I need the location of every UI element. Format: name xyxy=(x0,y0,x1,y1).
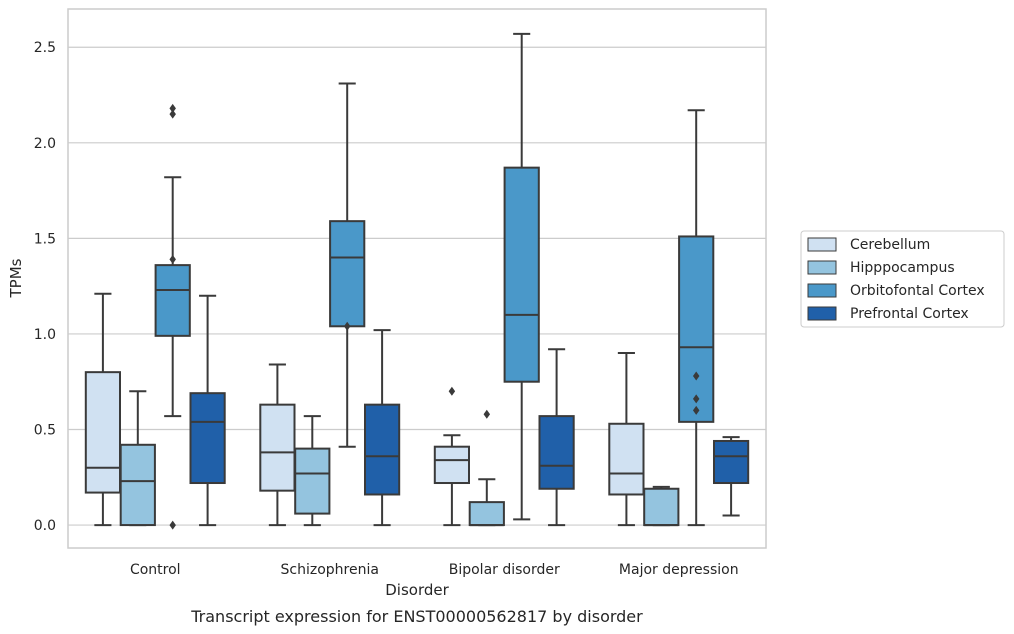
outlier-point xyxy=(343,321,351,331)
outlier-point xyxy=(169,254,176,264)
y-tick-label: 2.5 xyxy=(34,40,56,56)
y-tick-label: 1.5 xyxy=(34,231,56,247)
x-tick-label: Major depression xyxy=(619,562,739,578)
box-3-3 xyxy=(712,436,750,517)
box-body xyxy=(154,264,191,337)
box-body xyxy=(294,447,331,515)
box-1-1 xyxy=(294,415,331,527)
y-axis-label: TPMs xyxy=(7,258,25,298)
box-body xyxy=(119,443,156,527)
legend-label: Orbitofontal Cortex xyxy=(850,283,985,299)
box-0-3 xyxy=(189,294,226,527)
y-tick-label: 0.5 xyxy=(34,422,56,438)
box-3-1 xyxy=(643,485,680,527)
outlier-point xyxy=(169,103,176,113)
outlier-point xyxy=(169,520,176,530)
figure-caption: Transcript expression for ENST0000056281… xyxy=(190,607,643,626)
x-tick-label: Schizophrenia xyxy=(281,562,379,578)
box-body xyxy=(189,392,226,485)
box-2-3 xyxy=(538,348,575,527)
box-body xyxy=(678,235,715,423)
plot-area-frame xyxy=(67,8,767,549)
box-body xyxy=(329,220,366,328)
boxplots xyxy=(84,32,750,530)
x-tick-label: Control xyxy=(130,562,181,578)
legend-swatch xyxy=(807,283,837,298)
legend: Cerebellum Hipppocampus Orbitofontal Corte… xyxy=(800,230,1005,328)
box-2-2 xyxy=(503,32,540,521)
legend-swatch xyxy=(807,260,837,275)
x-tick-label: Bipolar disorder xyxy=(449,562,560,578)
box-body xyxy=(712,439,750,485)
y-tick-label: 0.0 xyxy=(34,518,56,534)
legend-label: Prefrontal Cortex xyxy=(850,306,969,322)
box-body xyxy=(84,371,122,494)
legend-frame xyxy=(800,230,1005,328)
legend-swatch xyxy=(807,306,837,321)
box-1-2 xyxy=(329,82,366,448)
y-tick-label: 1.0 xyxy=(34,327,56,343)
box-2-0 xyxy=(433,386,471,527)
outlier-point xyxy=(483,409,491,419)
legend-swatch xyxy=(807,237,837,252)
outlier-point xyxy=(169,109,176,119)
legend-label: Cerebellum xyxy=(850,237,930,253)
box-0-2 xyxy=(154,103,191,530)
legend-label: Hipppocampus xyxy=(850,260,955,276)
outlier-point xyxy=(692,405,700,415)
box-body xyxy=(259,403,296,492)
box-1-3 xyxy=(363,329,401,527)
box-body xyxy=(538,415,575,490)
box-body xyxy=(363,403,401,496)
box-3-2 xyxy=(678,109,715,527)
x-axis-label: Disorder xyxy=(385,581,449,599)
outlier-point xyxy=(692,394,700,404)
box-0-0 xyxy=(84,292,122,527)
y-axis-ticks: 0.0 0.5 1.0 1.5 2.0 2.5 xyxy=(34,40,56,534)
y-tick-label: 2.0 xyxy=(34,136,56,152)
box-1-0 xyxy=(259,363,296,527)
box-body xyxy=(503,166,540,383)
box-body xyxy=(468,501,505,527)
x-axis-ticks: Control Schizophrenia Bipolar disorder Majo… xyxy=(130,562,739,578)
box-0-1 xyxy=(119,390,156,527)
outlier-point xyxy=(448,386,456,396)
box-3-0 xyxy=(608,352,645,527)
box-body xyxy=(643,487,680,527)
box-body xyxy=(433,445,471,485)
box-body xyxy=(608,422,645,496)
box-2-1 xyxy=(468,409,505,527)
outlier-point xyxy=(692,371,700,381)
